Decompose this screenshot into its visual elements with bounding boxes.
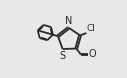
Text: S: S (59, 51, 65, 61)
Text: N: N (65, 16, 73, 26)
Text: Cl: Cl (87, 24, 96, 33)
Text: O: O (89, 49, 96, 59)
